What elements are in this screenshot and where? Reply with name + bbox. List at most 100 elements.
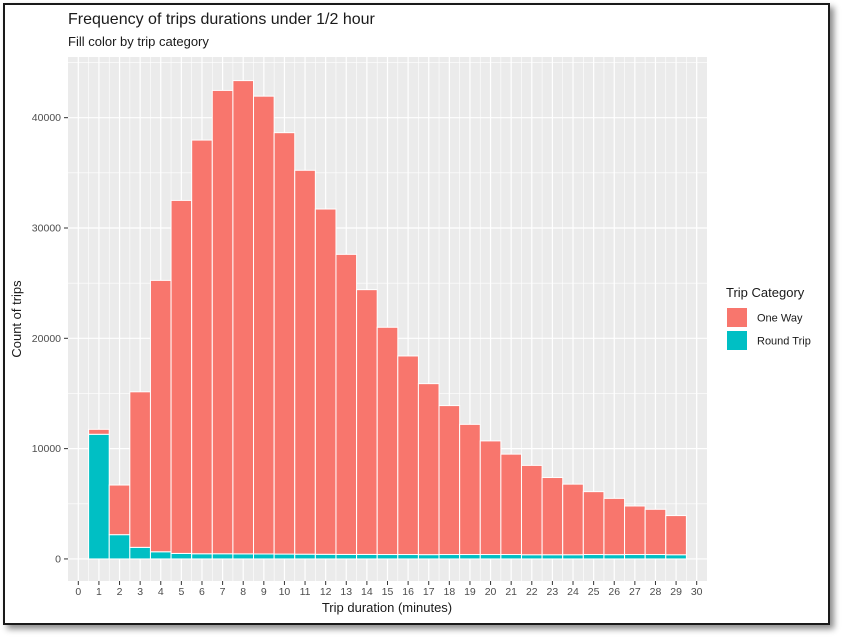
x-tick-label: 22 [526, 586, 538, 598]
bar-one-way [665, 515, 687, 556]
bar-one-way [479, 440, 502, 556]
bar-round-trip [88, 433, 110, 560]
legend-swatch [727, 331, 747, 350]
bar-round-trip [479, 554, 502, 560]
bar-one-way [397, 355, 419, 556]
x-tick-label: 27 [629, 586, 641, 598]
bar-one-way [624, 505, 646, 556]
x-tick-label: 6 [199, 586, 205, 598]
bar-one-way [191, 139, 213, 555]
y-axis-title: Count of trips [9, 280, 24, 358]
x-tick-label: 3 [137, 586, 143, 598]
bar-one-way [108, 484, 131, 536]
bar-round-trip [665, 554, 687, 560]
bar-one-way [582, 491, 605, 556]
bar-round-trip [500, 554, 522, 560]
x-tick-label: 7 [220, 586, 226, 598]
bar-one-way [232, 80, 255, 555]
bar-one-way [149, 279, 172, 553]
x-tick-label: 9 [261, 586, 267, 598]
bar-round-trip [417, 554, 440, 560]
y-tick-label: 40000 [32, 112, 61, 124]
x-axis: 0 1 2 3 4 5 6 7 8 9 10 11 12 13 14 15 16 17 18 19 20 21 22 23 24… [75, 581, 703, 598]
bar-round-trip [438, 554, 461, 560]
bar-one-way [273, 132, 296, 555]
x-tick-label: 15 [382, 586, 394, 598]
chart-title: Frequency of trips durations under 1/2 h… [68, 11, 376, 28]
x-tick-label: 8 [240, 586, 246, 598]
y-tick-label: 10000 [32, 443, 61, 455]
y-tick-label: 20000 [32, 333, 61, 345]
bar-one-way [603, 497, 626, 556]
bars [88, 80, 687, 560]
bar-round-trip [520, 554, 543, 560]
bar-round-trip [397, 554, 419, 560]
x-tick-label: 25 [588, 586, 600, 598]
x-tick-label: 5 [178, 586, 184, 598]
x-tick-label: 14 [361, 586, 373, 598]
bar-one-way [129, 391, 151, 548]
x-tick-label: 2 [117, 586, 123, 598]
bar-round-trip [335, 553, 358, 560]
bar-round-trip [541, 554, 564, 560]
chart-subtitle: Fill color by trip category [68, 34, 209, 49]
x-tick-label: 13 [340, 586, 352, 598]
bar-one-way [459, 423, 481, 556]
x-tick-label: 30 [691, 586, 703, 598]
x-tick-label: 0 [75, 586, 81, 598]
bar-round-trip [273, 553, 296, 560]
x-tick-label: 10 [279, 586, 291, 598]
bar-round-trip [191, 553, 213, 560]
bar-round-trip [253, 553, 275, 560]
bar-one-way [438, 405, 461, 556]
x-tick-label: 21 [505, 586, 517, 598]
bar-one-way [356, 289, 378, 555]
bar-one-way [417, 383, 440, 556]
bar-one-way [562, 483, 584, 556]
bar-one-way [294, 169, 316, 555]
x-axis-title: Trip duration (minutes) [322, 600, 452, 615]
bar-round-trip [644, 554, 667, 560]
bar-round-trip [314, 553, 337, 560]
y-tick-label: 0 [55, 553, 61, 565]
legend-title: Trip Category [726, 285, 805, 300]
bar-round-trip [108, 534, 131, 560]
x-tick-label: 12 [320, 586, 332, 598]
bar-round-trip [459, 554, 481, 560]
bar-one-way [376, 326, 399, 556]
legend-swatch [727, 308, 747, 327]
bar-one-way [314, 208, 337, 555]
bar-one-way [88, 428, 110, 435]
x-tick-label: 4 [158, 586, 164, 598]
x-tick-label: 20 [485, 586, 497, 598]
bar-one-way [253, 95, 275, 555]
bar-round-trip [562, 554, 584, 560]
x-tick-label: 24 [567, 586, 579, 598]
bar-one-way [500, 453, 522, 556]
bar-round-trip [294, 553, 316, 560]
bar-one-way [170, 199, 193, 554]
bar-one-way [520, 464, 543, 556]
bar-round-trip [356, 553, 378, 560]
legend-label: Round Trip [757, 336, 811, 348]
bar-round-trip [211, 553, 234, 560]
bar-one-way [335, 253, 358, 555]
x-tick-label: 16 [402, 586, 414, 598]
bar-round-trip [149, 551, 172, 560]
y-tick-label: 30000 [32, 222, 61, 234]
bar-one-way [541, 477, 564, 556]
y-axis: 0 10000 20000 30000 40000 [32, 112, 68, 565]
bar-round-trip [603, 554, 626, 560]
x-tick-label: 29 [670, 586, 682, 598]
legend-label: One Way [757, 313, 803, 325]
x-tick-label: 11 [300, 586, 311, 598]
x-tick-label: 1 [96, 586, 102, 598]
bar-one-way [211, 89, 234, 555]
bar-round-trip [624, 554, 646, 560]
x-tick-label: 28 [650, 586, 662, 598]
x-tick-label: 19 [464, 586, 476, 598]
bar-round-trip [129, 546, 151, 560]
x-tick-label: 18 [443, 586, 455, 598]
bar-round-trip [582, 554, 605, 560]
